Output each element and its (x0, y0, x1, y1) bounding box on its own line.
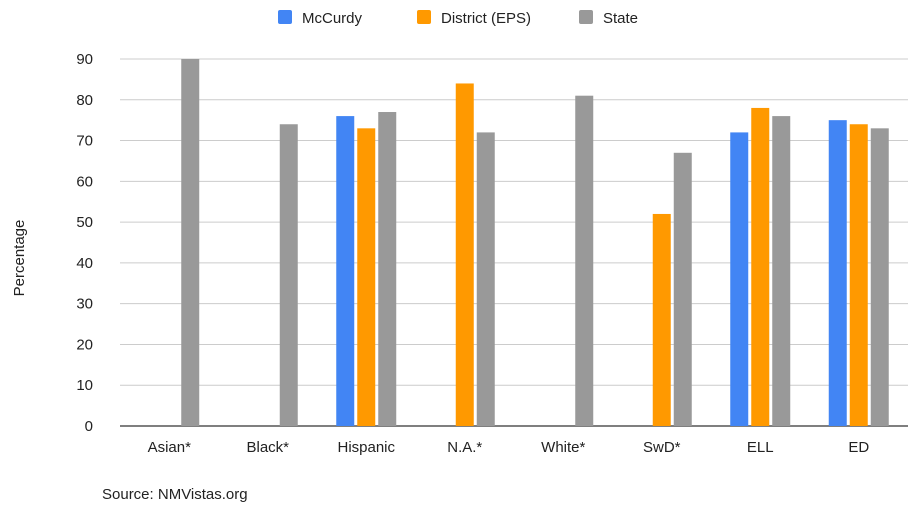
y-tick-label: 20 (76, 336, 93, 353)
bar (751, 107, 770, 426)
x-tick-label: N.A.* (447, 439, 482, 456)
bar (849, 124, 868, 426)
bar (476, 132, 495, 426)
x-tick-label: ED (848, 439, 869, 456)
source-note: Source: NMVistas.org (102, 486, 248, 503)
y-tick-label: 90 (76, 51, 93, 68)
legend-label: District (EPS) (441, 10, 531, 27)
y-tick-label: 30 (76, 296, 93, 313)
y-tick-label: 60 (76, 173, 93, 190)
y-axis-ticks: 0 10 20 30 40 50 60 70 80 90 (76, 51, 93, 435)
bar (336, 116, 355, 426)
bar (652, 213, 671, 426)
bar (357, 128, 376, 427)
bar (181, 59, 200, 426)
legend-swatch (417, 10, 431, 24)
bar (772, 116, 791, 426)
legend-label: State (603, 10, 638, 27)
y-tick-label: 40 (76, 255, 93, 272)
legend-swatch (579, 10, 593, 24)
x-tick-label: ELL (747, 439, 774, 456)
bar (730, 132, 749, 426)
x-tick-label: SwD* (643, 439, 681, 456)
x-tick-label: Asian* (148, 439, 192, 456)
bar (455, 83, 474, 426)
x-tick-label: White* (541, 439, 585, 456)
y-tick-label: 70 (76, 133, 93, 150)
legend-label: McCurdy (302, 10, 363, 27)
y-tick-label: 0 (85, 418, 93, 435)
y-tick-label: 80 (76, 92, 93, 109)
bar (575, 95, 594, 426)
bar (378, 112, 397, 426)
bar (828, 120, 847, 427)
y-tick-label: 10 (76, 377, 93, 394)
legend: McCurdy District (EPS) State (278, 10, 638, 27)
y-tick-label: 50 (76, 214, 93, 231)
bar (870, 128, 889, 427)
bar (673, 152, 692, 427)
x-axis-ticks: Asian* Black* Hispanic N.A.* White* SwD* ELL ED (148, 439, 870, 456)
bars (181, 59, 889, 427)
x-tick-label: Hispanic (337, 439, 395, 456)
y-axis-title: Percentage (11, 220, 28, 297)
legend-swatch (278, 10, 292, 24)
gridlines (120, 58, 908, 427)
bar (279, 124, 298, 426)
x-tick-label: Black* (246, 439, 289, 456)
